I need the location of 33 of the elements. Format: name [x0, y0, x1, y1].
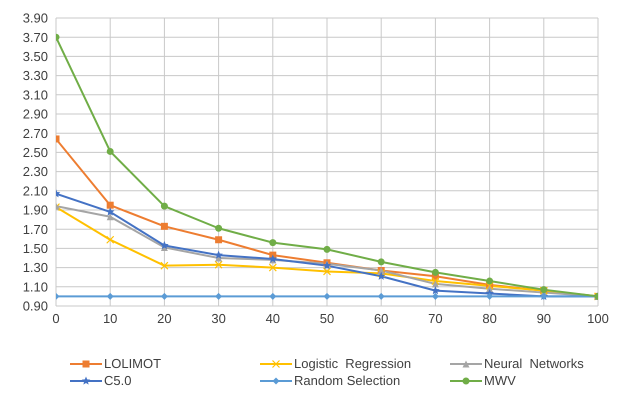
legend-label: Random Selection [294, 373, 400, 388]
y-tick-label: 1.70 [22, 222, 48, 237]
legend-label: C5.0 [104, 373, 132, 388]
x-tick-label: 20 [157, 311, 172, 326]
legend-label: Neural Networks [484, 356, 584, 371]
legend-label: LOLIMOT [104, 356, 162, 371]
y-tick-label: 2.10 [22, 183, 48, 198]
x-tick-label: 40 [266, 311, 280, 326]
y-tick-label: 1.50 [22, 241, 48, 256]
y-tick-label: 1.10 [22, 279, 48, 294]
y-tick-label: 3.50 [22, 49, 48, 64]
y-tick-label: 1.30 [22, 260, 48, 276]
x-tick-label: 30 [211, 311, 226, 326]
y-tick-label: 3.30 [22, 68, 48, 84]
y-tick-label: 3.90 [22, 10, 48, 26]
x-tick-label: 10 [102, 311, 118, 326]
y-tick-label: 2.30 [22, 164, 48, 180]
y-tick-label: 2.50 [22, 145, 48, 160]
x-tick-label: 90 [536, 311, 552, 326]
y-tick-label: 2.70 [22, 126, 48, 141]
y-tick-label: 0.90 [22, 298, 48, 314]
x-tick-label: 100 [587, 311, 609, 326]
y-tick-label: 3.10 [22, 87, 48, 102]
y-tick-label: 1.90 [22, 202, 48, 218]
x-tick-label: 0 [52, 311, 60, 326]
y-tick-label: 3.70 [22, 30, 48, 45]
x-tick-label: 80 [482, 311, 497, 326]
y-tick-label: 2.90 [22, 106, 48, 122]
x-tick-label: 70 [428, 311, 443, 326]
legend-label: Logistic Regression [294, 356, 412, 371]
x-tick-label: 50 [320, 311, 334, 326]
x-tick-label: 60 [374, 311, 388, 326]
legend-label: MWV [484, 373, 516, 388]
